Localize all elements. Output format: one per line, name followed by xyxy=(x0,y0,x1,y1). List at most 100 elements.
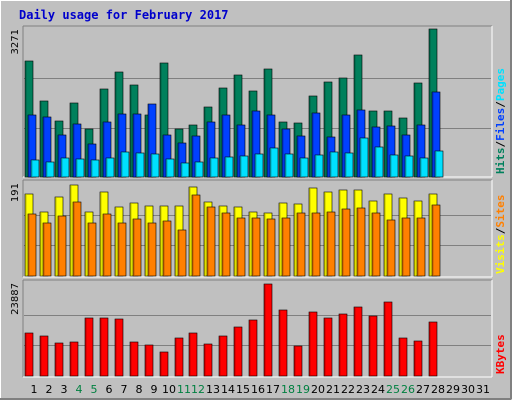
bar-pages-day-27 xyxy=(419,157,429,178)
day-label-22: 22 xyxy=(341,383,355,396)
day-label-13: 13 xyxy=(206,383,220,396)
panel-kbytes-side-label: KBytes xyxy=(494,334,507,374)
bar-kbytes-day-19 xyxy=(293,345,303,377)
side-label-part-1: Visits xyxy=(494,234,507,274)
bar-kbytes-day-7 xyxy=(114,318,124,377)
bar-pages-day-14 xyxy=(224,156,234,178)
bar-kbytes-day-18 xyxy=(278,309,288,377)
bar-sites-day-6 xyxy=(102,213,112,277)
bar-pages-day-11 xyxy=(180,162,190,178)
day-label-15: 15 xyxy=(236,383,250,396)
bar-sites-day-22 xyxy=(341,208,351,277)
bar-pages-day-9 xyxy=(150,153,160,178)
bar-kbytes-day-3 xyxy=(54,342,64,377)
bar-sites-day-1 xyxy=(27,213,37,277)
bar-sites-day-10 xyxy=(162,220,172,277)
bar-pages-day-7 xyxy=(120,151,130,178)
day-label-25: 25 xyxy=(386,383,400,396)
bar-kbytes-day-25 xyxy=(383,301,393,377)
bar-kbytes-day-13 xyxy=(203,343,213,377)
bar-sites-day-4 xyxy=(72,201,82,277)
bar-pages-day-6 xyxy=(105,157,115,178)
day-label-4: 4 xyxy=(76,383,83,396)
bar-kbytes-day-11 xyxy=(174,337,184,377)
bar-kbytes-day-6 xyxy=(99,317,109,377)
panel-hits-files-pages-scale-max: 3271 xyxy=(10,29,21,54)
day-label-28: 28 xyxy=(431,383,445,396)
bar-pages-day-18 xyxy=(284,153,294,178)
bar-sites-day-5 xyxy=(87,222,97,277)
chart-panels: 3271Hits/Files/Pages191Visits/Sites23887… xyxy=(10,25,507,378)
bar-sites-day-18 xyxy=(281,217,291,277)
side-label-part-5: Pages xyxy=(494,68,507,101)
day-label-26: 26 xyxy=(401,383,415,396)
day-label-20: 20 xyxy=(311,383,325,396)
day-label-8: 8 xyxy=(136,383,143,396)
side-label-part-2: / xyxy=(494,141,507,148)
day-label-5: 5 xyxy=(91,383,98,396)
bar-pages-day-10 xyxy=(165,158,175,178)
bar-pages-day-21 xyxy=(329,151,339,178)
bar-sites-day-2 xyxy=(42,222,52,277)
day-label-21: 21 xyxy=(326,383,340,396)
bar-sites-day-13 xyxy=(206,206,216,277)
day-label-14: 14 xyxy=(221,383,235,396)
bar-sites-day-28 xyxy=(431,204,441,277)
bar-pages-day-16 xyxy=(254,153,264,178)
day-label-18: 18 xyxy=(281,383,295,396)
day-label-10: 10 xyxy=(162,383,176,396)
bar-sites-day-8 xyxy=(132,218,142,277)
bar-pages-day-26 xyxy=(404,155,414,178)
day-label-9: 9 xyxy=(151,383,158,396)
bar-pages-day-25 xyxy=(389,154,399,178)
bar-pages-day-4 xyxy=(75,158,85,178)
bar-kbytes-day-20 xyxy=(308,311,318,377)
bar-sites-day-14 xyxy=(221,212,231,277)
bar-pages-day-19 xyxy=(299,157,309,178)
bar-kbytes-day-21 xyxy=(323,317,333,377)
bar-kbytes-day-14 xyxy=(218,335,228,377)
panel-kbytes: 23887 KBytes xyxy=(10,279,507,378)
panel-hits-files-pages-side-label: Hits/Files/Pages xyxy=(494,68,507,174)
day-label-7: 7 xyxy=(121,383,128,396)
bar-sites-day-27 xyxy=(416,217,426,277)
bar-sites-day-9 xyxy=(147,222,157,277)
bar-kbytes-day-2 xyxy=(39,335,49,377)
day-label-23: 23 xyxy=(356,383,370,396)
day-label-6: 6 xyxy=(106,383,113,396)
bar-kbytes-day-16 xyxy=(248,319,258,377)
day-label-17: 17 xyxy=(266,383,280,396)
day-label-1: 1 xyxy=(31,383,38,396)
bar-pages-day-13 xyxy=(209,157,219,178)
bar-kbytes-day-15 xyxy=(233,326,243,377)
bar-kbytes-day-12 xyxy=(188,332,198,377)
panel-visits-sites-scale-max: 191 xyxy=(10,183,21,202)
day-label-11: 11 xyxy=(177,383,191,396)
bar-kbytes-day-22 xyxy=(338,313,348,377)
side-label-part-1: Hits xyxy=(494,148,507,175)
bar-pages-day-12 xyxy=(194,161,204,178)
bar-kbytes-day-1 xyxy=(24,332,34,377)
day-label-30: 30 xyxy=(461,383,475,396)
bar-kbytes-day-28 xyxy=(428,321,438,377)
side-label-part-4: / xyxy=(494,101,507,108)
bar-pages-day-3 xyxy=(60,157,70,178)
bar-sites-day-21 xyxy=(326,211,336,277)
bar-kbytes-day-5 xyxy=(84,317,94,377)
day-label-24: 24 xyxy=(371,383,385,396)
day-label-29: 29 xyxy=(446,383,460,396)
bar-sites-day-19 xyxy=(296,212,306,277)
bar-kbytes-day-23 xyxy=(353,306,363,377)
day-label-31: 31 xyxy=(476,383,490,396)
day-label-27: 27 xyxy=(416,383,430,396)
bar-pages-day-23 xyxy=(359,137,369,178)
bar-pages-day-5 xyxy=(90,159,100,178)
bar-sites-day-26 xyxy=(401,217,411,277)
bar-pages-day-28 xyxy=(434,150,444,178)
chart-title: Daily usage for February 2017 xyxy=(19,8,229,22)
bar-sites-day-23 xyxy=(356,207,366,277)
panel-visits-sites-side-label: Visits/Sites xyxy=(494,195,507,275)
side-label-part-3: Sites xyxy=(494,195,507,228)
bar-sites-day-11 xyxy=(177,229,187,277)
bar-kbytes-day-9 xyxy=(144,344,154,377)
